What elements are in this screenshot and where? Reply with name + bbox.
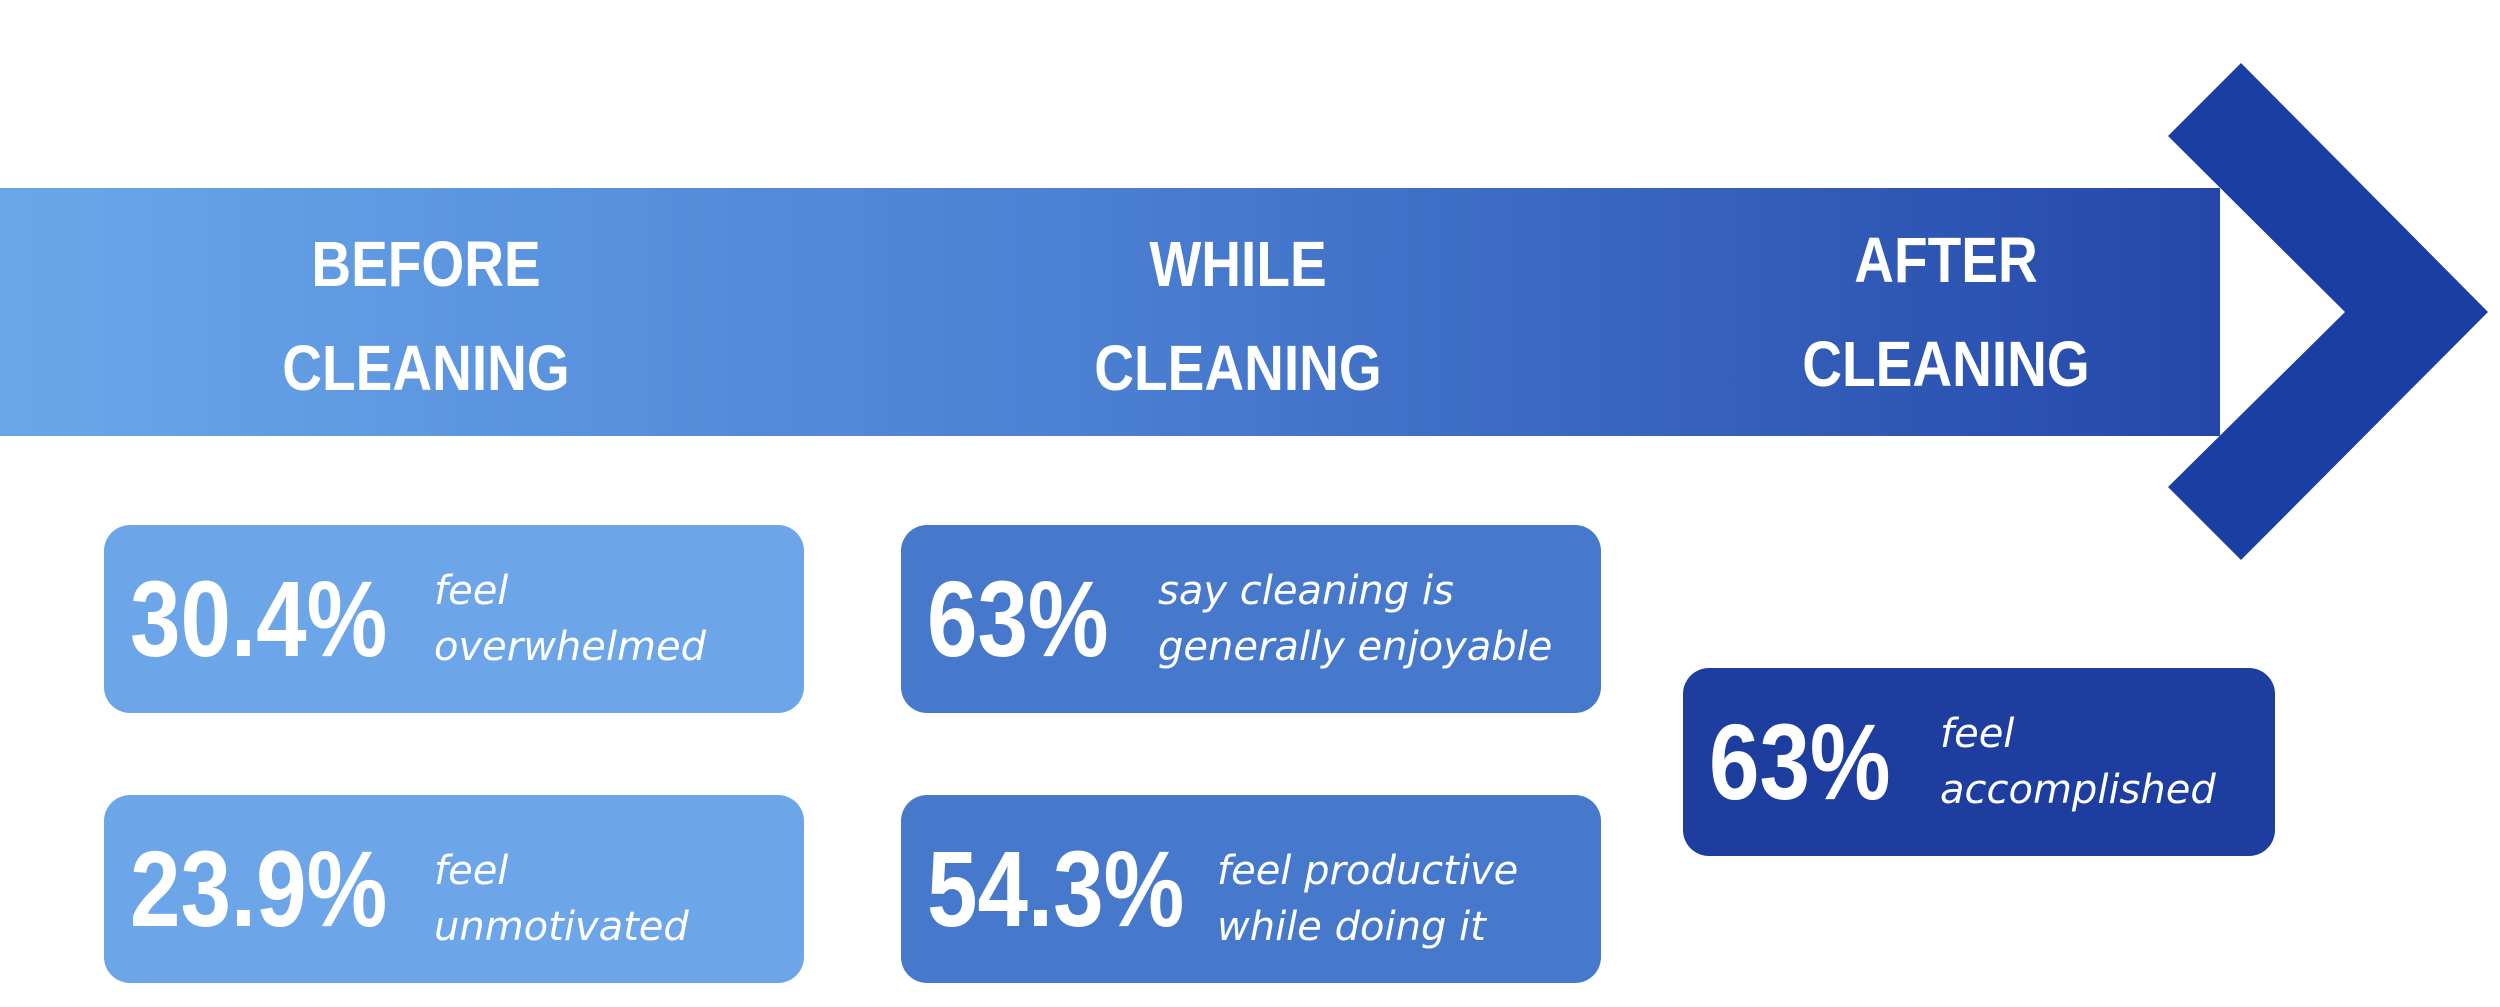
stage-before-line1: BEFORE	[311, 228, 541, 300]
stat-card-after-accomplished: 63% feel accomplished	[1683, 668, 2275, 856]
stat-description: feel unmotivated	[434, 848, 689, 950]
arrow-band	[0, 188, 2220, 436]
stage-while-line1: WHILE	[1149, 228, 1327, 300]
stat-value: 54.3%	[927, 828, 1185, 949]
stage-label-before: BEFORE CLEANING	[254, 212, 598, 420]
stage-label-while: WHILE CLEANING	[1066, 212, 1410, 420]
stat-card-before-overwhelmed: 30.4% feel overwhelmed	[104, 525, 804, 713]
stage-label-after: AFTER CLEANING	[1774, 208, 2118, 416]
stat-description: feel productive while doing it	[1217, 848, 1519, 950]
stat-description: feel overwhelmed	[434, 568, 706, 670]
stat-value: 23.9%	[130, 828, 388, 949]
stage-after-line1: AFTER	[1854, 224, 2038, 296]
stat-description: say cleaning is generally enjoyable	[1158, 568, 1553, 670]
stat-card-while-enjoyable: 63% say cleaning is generally enjoyable	[901, 525, 1601, 713]
stat-card-before-unmotivated: 23.9% feel unmotivated	[104, 795, 804, 983]
arrow-head	[2168, 63, 2488, 560]
stage-after-line2: CLEANING	[1802, 328, 2090, 400]
stat-value: 63%	[927, 558, 1109, 679]
stat-value: 30.4%	[130, 558, 388, 679]
stage-while-line2: CLEANING	[1094, 332, 1382, 404]
stat-value: 63%	[1709, 701, 1891, 822]
stat-description: feel accomplished	[1940, 711, 2216, 813]
stage-before-line2: CLEANING	[282, 332, 570, 404]
stat-card-while-productive: 54.3% feel productive while doing it	[901, 795, 1601, 983]
